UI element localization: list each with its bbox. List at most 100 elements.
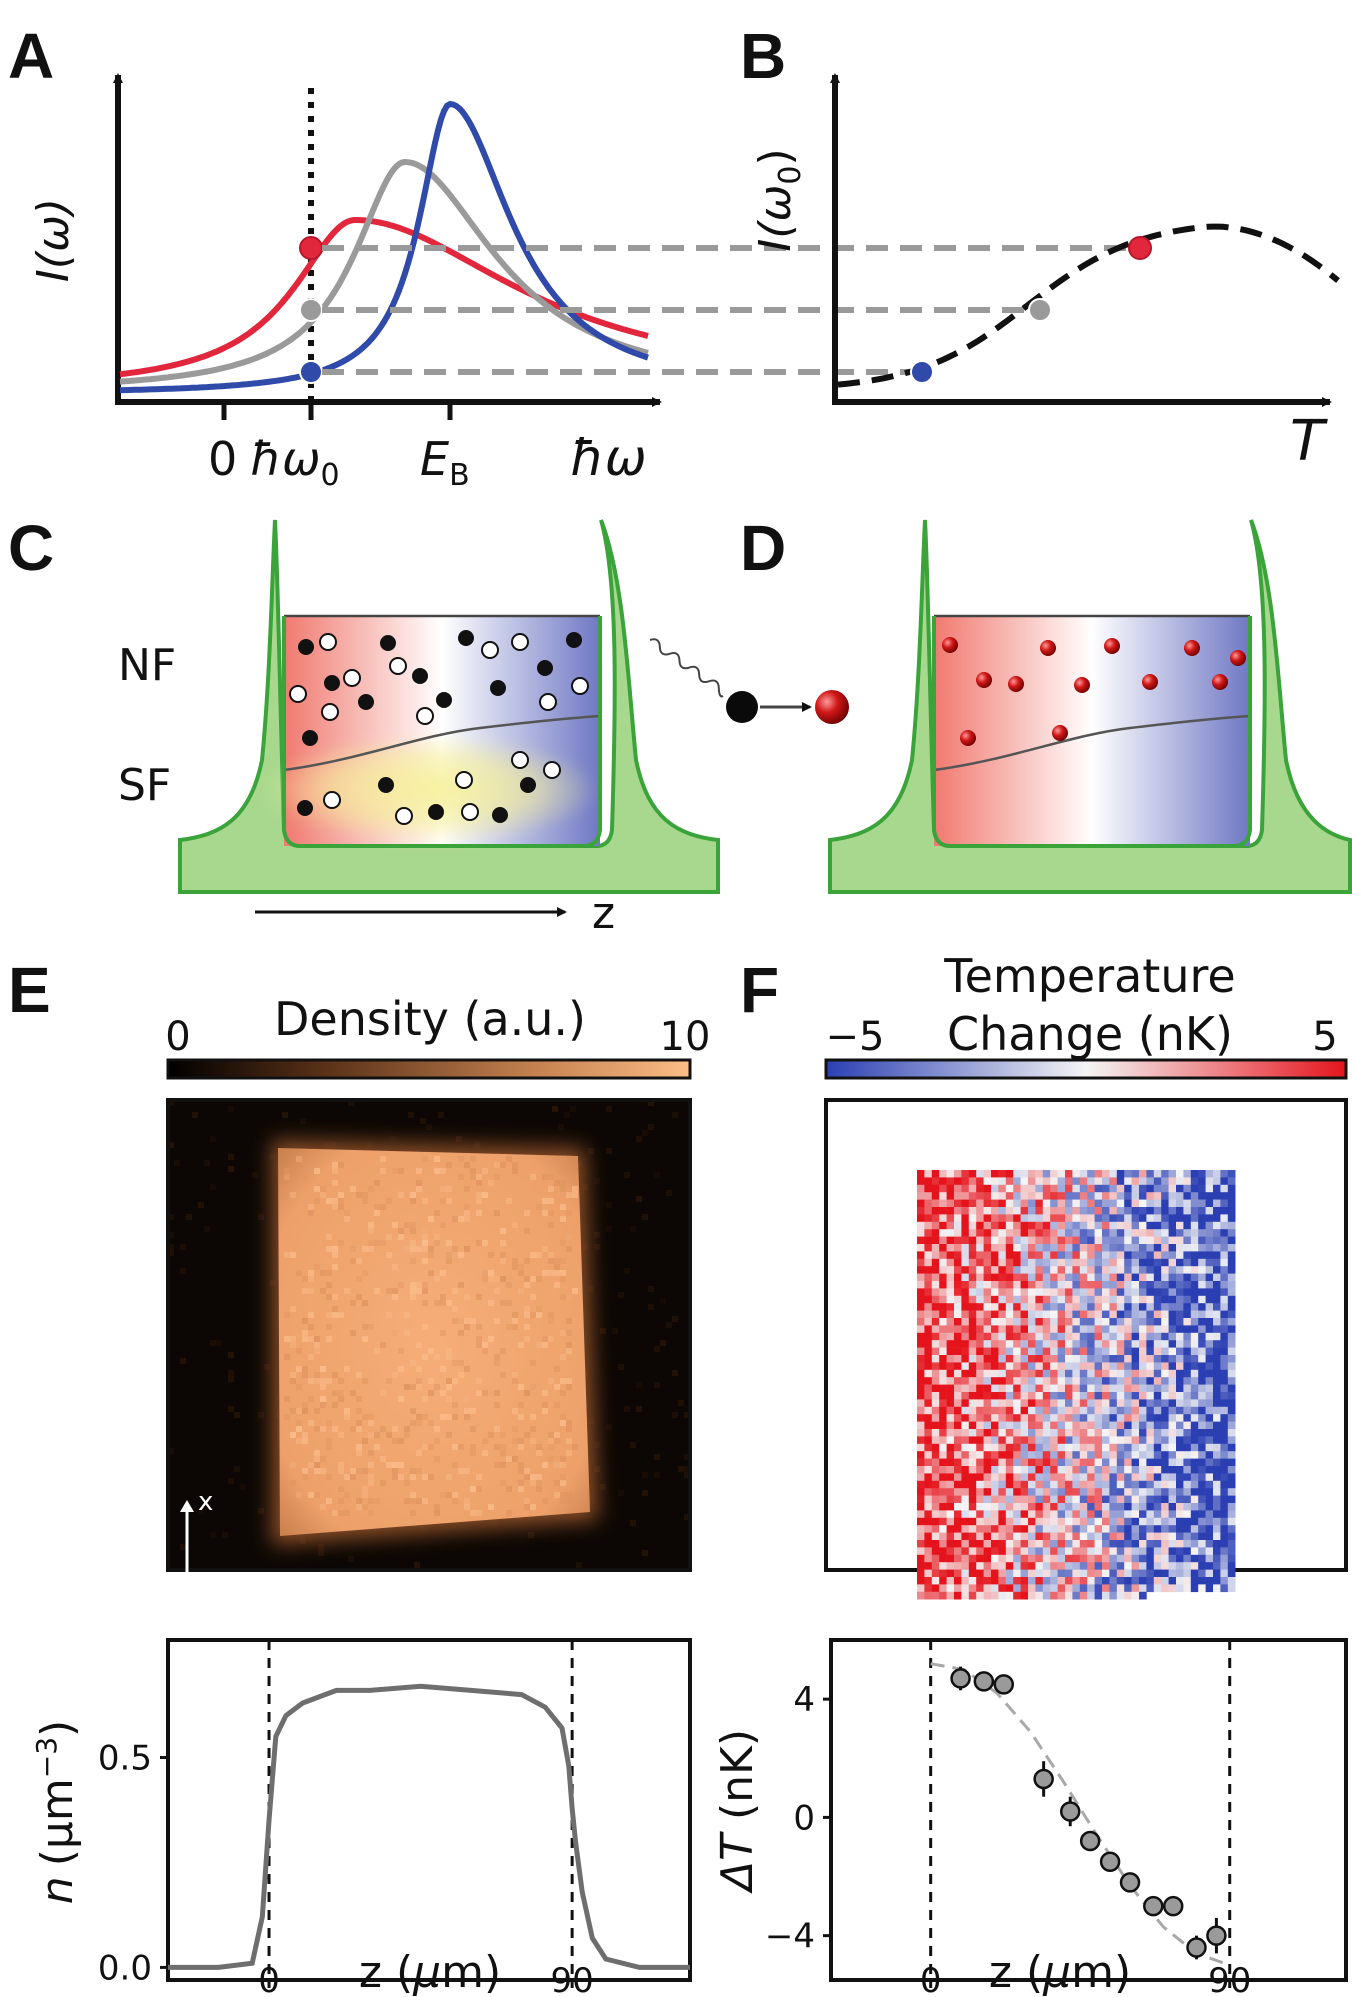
cloud-pixel [296, 1270, 302, 1276]
temperature-pixel [1153, 1192, 1162, 1200]
temperature-pixel [961, 1177, 970, 1186]
temperature-pixel [961, 1244, 970, 1252]
temperature-pixel [1213, 1310, 1221, 1319]
temperature-pixel [1042, 1421, 1051, 1430]
cloud-pixel [356, 1396, 362, 1402]
temperature-pixel [1176, 1510, 1184, 1519]
temperature-pixel [1102, 1229, 1110, 1237]
temperature-pixel [1146, 1244, 1155, 1252]
temperature-pixel [1139, 1503, 1147, 1511]
cloud-pixel [404, 1222, 410, 1228]
temperature-pixel [991, 1495, 999, 1504]
temperature-pixel [1005, 1192, 1014, 1200]
temperature-pixel [1094, 1325, 1103, 1334]
temperature-pixel [917, 1532, 925, 1541]
cloud-pixel [518, 1444, 524, 1450]
temperature-pixel [983, 1443, 992, 1452]
temperature-pixel [991, 1458, 999, 1467]
cloud-pixel [374, 1498, 380, 1504]
temperature-pixel [931, 1473, 940, 1482]
temperature-pixel [1050, 1480, 1058, 1489]
temperature-pixel [1087, 1288, 1095, 1297]
temperature-pixel [1020, 1273, 1029, 1282]
cloud-pixel [416, 1288, 422, 1294]
temperature-pixel [976, 1429, 984, 1437]
temperature-pixel [1020, 1281, 1029, 1289]
temperature-pixel [1213, 1207, 1221, 1215]
temperature-pixel [1102, 1443, 1110, 1452]
temperature-pixel [1198, 1310, 1206, 1319]
cloud-pixel [302, 1330, 308, 1336]
temperature-pixel [931, 1258, 940, 1267]
temperature-pixel [939, 1547, 947, 1556]
cloud-pixel [506, 1282, 512, 1288]
temperature-pixel [1079, 1318, 1088, 1326]
temperature-pixel [1116, 1184, 1125, 1193]
cloud-pixel [410, 1360, 416, 1366]
black-atom [537, 660, 553, 676]
temperature-pixel [1057, 1318, 1066, 1326]
temperature-pixel [1065, 1584, 1073, 1593]
temperature-pixel [1183, 1258, 1192, 1267]
temperature-pixel [1131, 1591, 1140, 1600]
temperature-pixel [1094, 1332, 1103, 1341]
temperature-pixel [1109, 1466, 1118, 1474]
cloud-pixel [560, 1390, 566, 1396]
temperature-pixel [1087, 1525, 1095, 1533]
cloud-pixel [296, 1156, 302, 1162]
temperature-pixel [1013, 1199, 1021, 1208]
temperature-pixel [939, 1355, 947, 1363]
temperature-pixel [1072, 1281, 1081, 1289]
temperature-pixel [1065, 1458, 1073, 1467]
noise-pixel [654, 1346, 660, 1352]
temperature-pixel [1109, 1221, 1118, 1230]
temperature-pixel [1102, 1244, 1110, 1252]
temperature-pixel [1131, 1577, 1140, 1585]
temperature-pixel [1072, 1451, 1081, 1459]
temperature-pixel [1079, 1362, 1088, 1371]
cloud-pixel [320, 1186, 326, 1192]
temperature-pixel [1102, 1414, 1110, 1422]
temperature-pixel [931, 1392, 940, 1400]
temperature-pixel [1065, 1540, 1073, 1548]
temperature-pixel [1205, 1369, 1214, 1378]
temperature-pixel [1109, 1480, 1118, 1489]
panel-b-marker-red [1128, 236, 1152, 260]
cloud-pixel [464, 1294, 470, 1300]
temperature-pixel [1190, 1414, 1199, 1422]
temperature-pixel [983, 1355, 992, 1363]
temperature-pixel [991, 1392, 999, 1400]
temperature-pixel [1124, 1584, 1132, 1593]
temperature-pixel [1079, 1340, 1088, 1348]
temperature-pixel [946, 1399, 955, 1408]
temperature-pixel [1072, 1236, 1081, 1245]
black-atom [378, 777, 394, 793]
panel-label-c: C [8, 512, 54, 584]
temperature-pixel [1190, 1303, 1199, 1311]
temperature-pixel [1102, 1569, 1110, 1578]
temperature-pixel [998, 1244, 1007, 1252]
temperature-pixel [1190, 1340, 1199, 1348]
temperature-pixel [954, 1584, 962, 1593]
temperature-pixel [1139, 1451, 1147, 1459]
temperature-pixel [1087, 1569, 1095, 1578]
cloud-pixel [362, 1492, 368, 1498]
temperature-pixel [954, 1288, 962, 1297]
temperature-pixel [1035, 1451, 1044, 1459]
temperature-pixel [998, 1554, 1007, 1563]
temperature-pixel [1020, 1229, 1029, 1237]
temperature-pixel [1153, 1236, 1162, 1245]
temperature-pixel [1065, 1510, 1073, 1519]
temperature-pixel [976, 1177, 984, 1186]
temperature-pixel [946, 1199, 955, 1208]
cloud-pixel [368, 1324, 374, 1330]
temperature-pixel [1005, 1577, 1014, 1585]
temperature-pixel [991, 1318, 999, 1326]
temperature-pixel [1161, 1229, 1169, 1237]
temperature-pixel [1124, 1577, 1132, 1585]
temperature-pixel [983, 1517, 992, 1526]
temperature-pixel [1139, 1340, 1147, 1348]
temperature-pixel [991, 1377, 999, 1385]
temperature-pixel [1035, 1170, 1044, 1178]
temperature-pixel [939, 1236, 947, 1245]
